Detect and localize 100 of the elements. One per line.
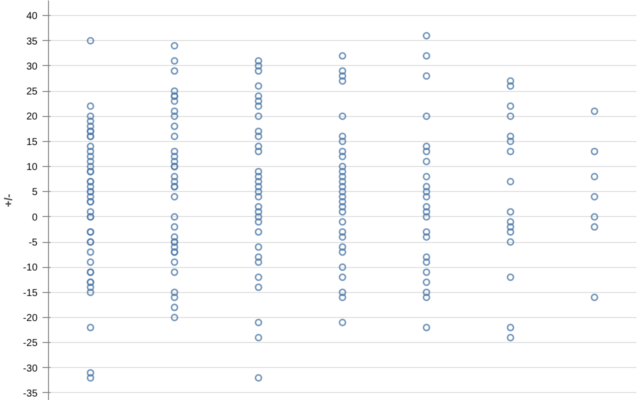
- point: [254, 218, 262, 226]
- point: [422, 52, 430, 60]
- point: [86, 142, 94, 150]
- point: [254, 142, 262, 150]
- point: [422, 203, 430, 211]
- point: [338, 288, 346, 296]
- point: [338, 172, 346, 180]
- point: [338, 294, 346, 302]
- point: [86, 369, 94, 377]
- point: [170, 148, 178, 156]
- point: [254, 132, 262, 140]
- y-tick-label: 40: [26, 11, 38, 22]
- point: [170, 112, 178, 120]
- point: [338, 208, 346, 216]
- point: [86, 112, 94, 120]
- point: [254, 148, 262, 156]
- point: [170, 223, 178, 231]
- point: [254, 253, 262, 261]
- point: [338, 77, 346, 85]
- y-tick-label: 15: [26, 136, 38, 148]
- point: [170, 304, 178, 312]
- point: [86, 162, 94, 170]
- point: [422, 148, 430, 156]
- point: [254, 188, 262, 196]
- point: [590, 294, 598, 302]
- y-tick-label: -30: [23, 363, 38, 374]
- point: [506, 112, 514, 120]
- point: [338, 152, 346, 160]
- y-tick-label: -5: [28, 238, 38, 249]
- point: [254, 208, 262, 216]
- point: [254, 228, 262, 236]
- point: [170, 107, 178, 115]
- point: [506, 208, 514, 216]
- point: [86, 288, 94, 296]
- point: [338, 72, 346, 80]
- y-tick-label: 10: [26, 162, 38, 174]
- point: [254, 182, 262, 190]
- point: [338, 273, 346, 281]
- point: [506, 228, 514, 236]
- point: [422, 112, 430, 120]
- point: [506, 218, 514, 226]
- point: [254, 243, 262, 251]
- point: [338, 218, 346, 226]
- point: [254, 112, 262, 120]
- point: [338, 112, 346, 120]
- point: [86, 122, 94, 130]
- point: [86, 258, 94, 266]
- point: [254, 178, 262, 186]
- point: [338, 263, 346, 271]
- point: [86, 158, 94, 166]
- point: [422, 172, 430, 180]
- point: [170, 87, 178, 95]
- point: [338, 182, 346, 190]
- point: [338, 132, 346, 140]
- point: [338, 318, 346, 326]
- point: [254, 128, 262, 136]
- point: [254, 168, 262, 176]
- point: [422, 258, 430, 266]
- point: [590, 107, 598, 115]
- point: [86, 152, 94, 160]
- point: [254, 57, 262, 65]
- point: [338, 162, 346, 170]
- point: [422, 324, 430, 332]
- point: [254, 102, 262, 110]
- point: [170, 42, 178, 50]
- point: [86, 102, 94, 110]
- point: [422, 182, 430, 190]
- point: [86, 182, 94, 190]
- point: [254, 67, 262, 75]
- point: [590, 213, 598, 221]
- point: [422, 253, 430, 261]
- point: [506, 273, 514, 281]
- point: [86, 192, 94, 200]
- y-tick-label: 5: [32, 187, 38, 198]
- point: [86, 324, 94, 332]
- point: [506, 82, 514, 90]
- point: [338, 168, 346, 176]
- point: [590, 223, 598, 231]
- y-tick-label: -10: [23, 262, 38, 274]
- point: [338, 148, 346, 156]
- point: [254, 203, 262, 211]
- point: [422, 268, 430, 276]
- point: [170, 132, 178, 140]
- point: [338, 67, 346, 75]
- point: [422, 228, 430, 236]
- y-axis-title: +/-: [3, 194, 16, 208]
- point: [170, 158, 178, 166]
- point: [422, 72, 430, 80]
- point: [590, 192, 598, 200]
- point: [170, 268, 178, 276]
- point: [422, 188, 430, 196]
- point: [254, 374, 262, 382]
- point: [506, 102, 514, 110]
- point: [86, 284, 94, 292]
- point: [254, 334, 262, 342]
- point: [338, 233, 346, 241]
- point: [254, 258, 262, 266]
- point: [506, 334, 514, 342]
- point: [422, 213, 430, 221]
- point: [422, 32, 430, 40]
